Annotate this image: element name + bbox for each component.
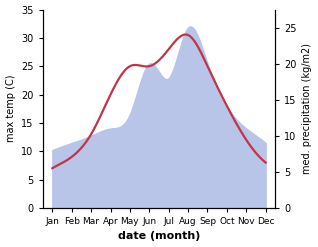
- Y-axis label: med. precipitation (kg/m2): med. precipitation (kg/m2): [302, 43, 313, 174]
- X-axis label: date (month): date (month): [118, 231, 200, 242]
- Y-axis label: max temp (C): max temp (C): [5, 75, 16, 143]
